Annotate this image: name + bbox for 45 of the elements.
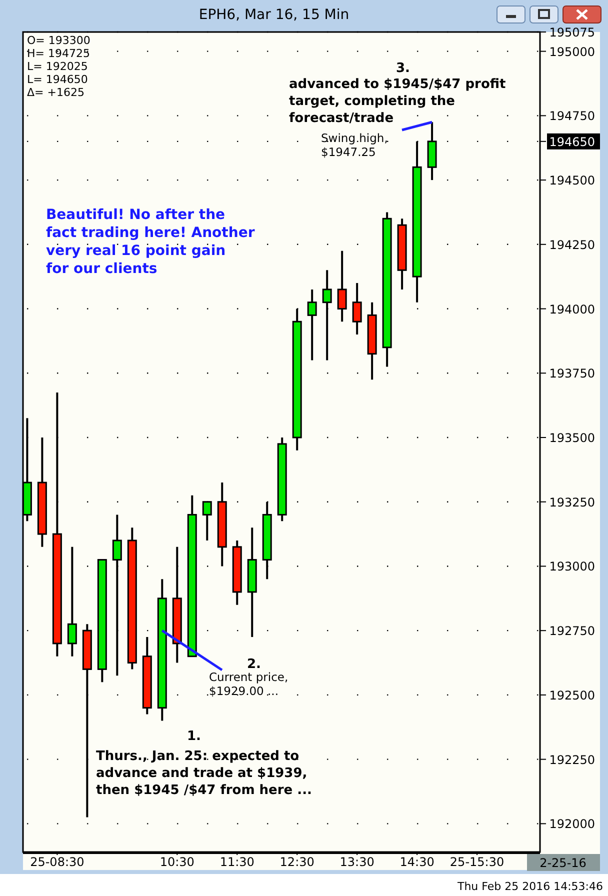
annotation: 3. (396, 61, 410, 76)
y-tick-label: 192250 (549, 752, 595, 767)
annotation: H= 194725 (27, 47, 90, 60)
annotation: advanced to $1945/$47 profit target, completing the forecast/trade (289, 77, 506, 126)
y-tick-label: 192000 (549, 817, 595, 832)
annotation: L= 194650 (27, 73, 88, 86)
text: 2-25-16 (540, 856, 586, 870)
x-tick-label: 25-15:30 (450, 855, 504, 869)
y-tick-label: 194250 (549, 238, 595, 252)
annotation: Δ= +1625 (27, 86, 84, 99)
annotation: Beautiful! No after the fact trading here! Another very real 16 point gain for our clients (46, 207, 255, 277)
y-tick-label: 193750 (549, 366, 595, 381)
y-tick-label: 194650 (549, 134, 595, 149)
annotation: Current price, $1929.00 ... (209, 670, 288, 698)
candlestick (352, 282, 362, 336)
y-tick-label: 195000 (549, 44, 595, 59)
annotation: 1. (187, 729, 201, 744)
candlestick (202, 500, 212, 542)
candlestick (67, 546, 77, 658)
candlestick (307, 288, 317, 362)
y-tick-label: 194000 (549, 302, 595, 316)
y-tick-label: 192500 (549, 688, 595, 702)
candlestick (322, 269, 332, 362)
y-tick-label: 194500 (549, 174, 595, 188)
annotation: L= 192025 (27, 60, 88, 73)
annotation: O= 193300 (27, 34, 90, 47)
annotation: 2. (247, 657, 261, 672)
candlestick (337, 250, 347, 323)
y-tick-label: 192750 (549, 624, 595, 638)
x-tick-label: 25-08:30 (30, 855, 84, 869)
x-tick-label: 11:30 (220, 855, 254, 869)
annotation: Swing high, $1947.25 (321, 131, 388, 159)
annotation: Thurs., Jan. 25: expected to advance and trade at $1939, then $1945 /$47 from here ... (96, 749, 312, 798)
x-tick-label: 12:30 (280, 855, 314, 869)
chart-title: EPH6, Mar 16, 15 Min (198, 7, 350, 23)
x-tick-label: 14:30 (400, 855, 434, 869)
y-tick-label: 193000 (549, 560, 595, 574)
x-tick-label: 10:30 (160, 855, 194, 869)
y-tick-label: 195075 (549, 26, 595, 40)
x-tick-label: 13:30 (340, 855, 374, 869)
text: Thu Feb 25 2016 14:53:46 (456, 880, 603, 893)
y-tick-label: 193250 (549, 495, 595, 510)
candlestick (112, 514, 122, 677)
y-tick-label: 194750 (549, 109, 595, 124)
y-tick-label: 193500 (549, 430, 595, 445)
